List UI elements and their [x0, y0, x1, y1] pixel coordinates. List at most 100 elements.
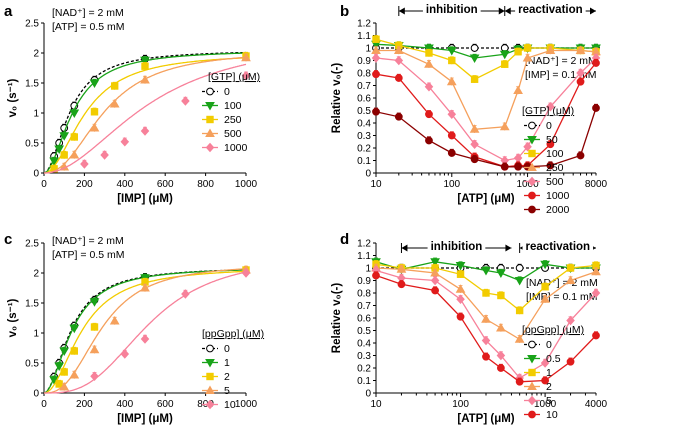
data-point	[393, 45, 404, 54]
condition-note: [ATP] = 0.5 mM	[52, 249, 124, 261]
data-point	[394, 74, 403, 82]
data-point	[546, 102, 555, 112]
data-point	[592, 331, 600, 340]
y-tick-label: 0.3	[357, 351, 371, 362]
data-point	[482, 352, 490, 361]
legend-label: 0	[224, 86, 230, 98]
data-point	[499, 50, 510, 60]
data-point	[448, 56, 456, 65]
region-arrowhead	[590, 7, 596, 15]
legend-label: 2000	[546, 204, 570, 216]
legend-marker	[527, 136, 537, 145]
region-label-bg	[522, 241, 594, 253]
data-point	[540, 358, 550, 368]
series-1000	[44, 63, 251, 174]
data-point	[470, 155, 479, 164]
legend-label: 1	[546, 367, 552, 379]
y-tick-label: 0.2	[357, 364, 371, 375]
series-250	[371, 45, 601, 133]
region-arrowhead	[505, 244, 512, 252]
y-tick-label: 1.2	[357, 239, 371, 250]
series-line	[43, 51, 246, 174]
data-point	[591, 288, 601, 298]
data-point	[501, 60, 509, 68]
legend-label: 500	[224, 128, 242, 140]
data-point	[455, 262, 466, 271]
y-tick-label: 0.4	[357, 339, 371, 350]
y-axis-label: v₀ (s⁻¹)	[7, 78, 19, 117]
x-tick-label: 400	[116, 179, 133, 190]
legend-label: 500	[546, 176, 564, 188]
y-tick-label: 0.6	[357, 314, 371, 325]
data-point	[181, 289, 190, 299]
panel-letter: a	[4, 3, 13, 20]
legend-label: 100	[546, 148, 564, 160]
data-point	[140, 74, 150, 84]
y-tick-label: 0.2	[357, 144, 371, 155]
x-tick-label: 4000	[585, 399, 608, 410]
legend-marker	[527, 176, 537, 187]
data-point	[546, 140, 555, 149]
panel-letter: b	[340, 3, 349, 20]
data-point	[70, 133, 78, 141]
series-100	[43, 52, 246, 174]
data-point	[481, 335, 491, 346]
data-point	[396, 264, 407, 273]
data-point	[496, 269, 506, 279]
data-point	[481, 267, 491, 276]
data-point	[447, 109, 457, 119]
legend-marker	[206, 87, 214, 96]
panel-letter: c	[4, 231, 12, 248]
data-point	[446, 76, 457, 86]
panel-a: a00.511.522.50 200 400 600 800 1000[IMP] (μM)…	[4, 3, 260, 205]
data-point	[90, 323, 99, 331]
legend-marker	[528, 340, 536, 349]
series-500	[371, 53, 601, 166]
data-point	[59, 132, 70, 141]
series-line	[375, 269, 597, 379]
data-point	[446, 47, 457, 56]
series-line	[375, 261, 596, 282]
data-point	[425, 49, 433, 57]
y-tick-label: 0	[33, 169, 39, 180]
legend-label: 5	[546, 395, 552, 407]
panel-c: c00.511.522.50 200 400 600 800 1000[IMP] (μM)…	[4, 231, 264, 425]
legend-marker	[527, 395, 537, 406]
series-2000	[372, 103, 600, 171]
data-point	[576, 151, 585, 160]
panel-letter: d	[340, 231, 349, 248]
x-tick-label: 600	[157, 179, 174, 190]
legend-marker	[205, 102, 215, 111]
y-tick-label: 0.5	[357, 106, 371, 117]
data-point	[69, 149, 80, 159]
data-point	[496, 322, 506, 332]
region-arrowhead	[398, 7, 405, 15]
data-point	[514, 48, 522, 56]
data-point	[241, 52, 251, 62]
x-axis-label: [ATP] (μM)	[457, 193, 514, 205]
x-tick-label: 400	[116, 399, 133, 410]
data-point	[541, 283, 549, 291]
y-tick-label: 0.8	[357, 69, 371, 80]
x-tick-label: 100	[452, 399, 469, 410]
legend-label: 250	[224, 114, 242, 126]
data-point	[60, 151, 68, 159]
legend-marker	[205, 128, 215, 137]
x-tick-label: 200	[76, 399, 93, 410]
data-point	[515, 306, 524, 315]
x-tick-label: 10	[370, 179, 382, 190]
y-tick-label: 2.5	[25, 19, 39, 30]
legend-marker	[205, 385, 215, 394]
data-point	[60, 368, 68, 376]
x-tick-label: 200	[76, 179, 93, 190]
data-point	[69, 109, 80, 119]
data-point	[70, 347, 78, 355]
x-tick-label: 600	[157, 399, 174, 410]
data-point	[90, 371, 99, 381]
legend-marker	[528, 191, 536, 200]
legend-label: 1	[224, 357, 230, 369]
data-point	[470, 139, 479, 149]
condition-note: [NAD⁺] = 2 mM	[525, 55, 597, 67]
data-point	[541, 376, 549, 385]
data-point	[54, 145, 65, 155]
